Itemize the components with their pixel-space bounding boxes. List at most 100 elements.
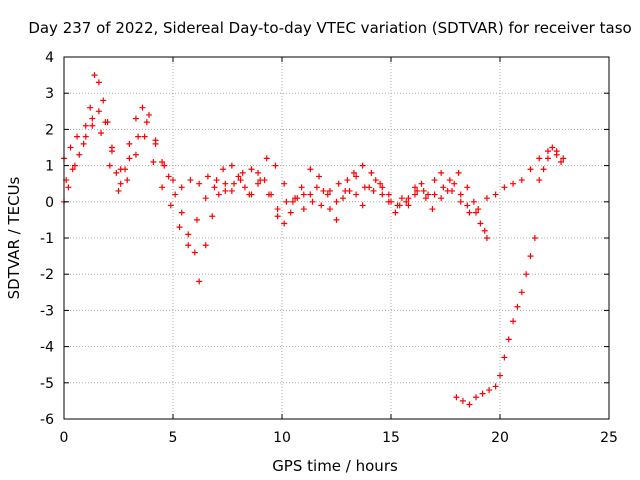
data-point [403, 198, 410, 205]
data-point [523, 271, 530, 278]
data-point [377, 180, 384, 187]
data-point [549, 144, 556, 151]
data-point [95, 79, 102, 86]
data-point [527, 253, 534, 260]
data-point [95, 108, 102, 115]
data-point [228, 187, 235, 194]
data-point [483, 235, 490, 241]
data-point [527, 166, 534, 173]
data-point [518, 177, 525, 184]
x-tick-label: 20 [491, 430, 509, 446]
series-track-a [61, 108, 567, 216]
data-point [213, 177, 220, 184]
data-point [453, 394, 460, 401]
data-point [340, 195, 347, 202]
data-point [414, 187, 421, 194]
data-point [65, 184, 72, 191]
y-tick-label: 1 [45, 159, 54, 175]
data-point [420, 187, 427, 194]
y-tick-label: -1 [40, 231, 54, 247]
data-point [353, 191, 360, 198]
data-point [370, 187, 377, 194]
data-point [544, 148, 551, 155]
data-point [486, 387, 493, 394]
data-point [298, 184, 305, 191]
data-point [505, 336, 512, 343]
data-point [316, 173, 323, 180]
data-point [117, 180, 124, 187]
data-point [431, 191, 438, 198]
data-point [540, 166, 547, 173]
data-point [108, 148, 115, 155]
data-point [211, 184, 218, 191]
data-point [124, 177, 131, 184]
series-track-c [63, 122, 488, 249]
data-point [274, 213, 281, 220]
data-point [440, 184, 447, 191]
data-point [394, 202, 401, 209]
data-point [451, 180, 458, 187]
data-point [536, 177, 543, 184]
data-point [71, 162, 78, 169]
data-point [497, 372, 503, 379]
data-point [178, 209, 185, 216]
data-point [366, 184, 373, 191]
data-point [261, 177, 268, 184]
data-point [283, 198, 290, 205]
data-point [531, 235, 538, 241]
data-point [300, 206, 307, 213]
data-point [455, 169, 462, 176]
data-point [161, 162, 168, 169]
data-point [466, 209, 473, 216]
data-point [558, 158, 565, 165]
data-point [359, 202, 366, 209]
data-point [193, 216, 200, 223]
data-point [359, 162, 366, 169]
data-point [342, 187, 349, 194]
data-point [100, 97, 107, 104]
data-point [444, 187, 451, 194]
data-point [379, 184, 386, 191]
data-point [150, 158, 157, 165]
data-point [470, 198, 477, 205]
data-point [353, 173, 360, 180]
data-point [300, 191, 307, 198]
data-point [473, 394, 480, 401]
data-point [87, 104, 94, 111]
data-point [405, 195, 412, 202]
data-point [255, 180, 262, 187]
data-point [326, 187, 333, 194]
data-point [501, 184, 508, 191]
data-point [372, 177, 379, 184]
data-point [74, 133, 81, 140]
data-point [457, 191, 464, 198]
data-point [89, 122, 96, 129]
data-point [307, 166, 314, 173]
data-point [429, 206, 436, 213]
data-point [235, 173, 242, 180]
data-point [222, 180, 229, 187]
data-point [392, 209, 399, 216]
data-point [411, 184, 418, 191]
y-tick-label: -5 [40, 376, 54, 392]
data-point [91, 72, 98, 79]
data-point [281, 220, 288, 227]
data-point [67, 144, 74, 151]
data-point [313, 184, 320, 191]
data-point [178, 184, 185, 191]
data-point [492, 383, 499, 390]
data-point [165, 173, 172, 180]
data-point [464, 184, 471, 191]
data-point [106, 162, 113, 169]
data-point [152, 137, 159, 144]
data-point [492, 191, 499, 198]
data-point [289, 198, 296, 205]
data-point [196, 180, 203, 187]
data-point [141, 133, 148, 140]
data-point [185, 231, 192, 238]
data-point [501, 354, 508, 361]
data-point [411, 191, 418, 198]
data-point [89, 115, 96, 122]
data-point [560, 155, 567, 162]
